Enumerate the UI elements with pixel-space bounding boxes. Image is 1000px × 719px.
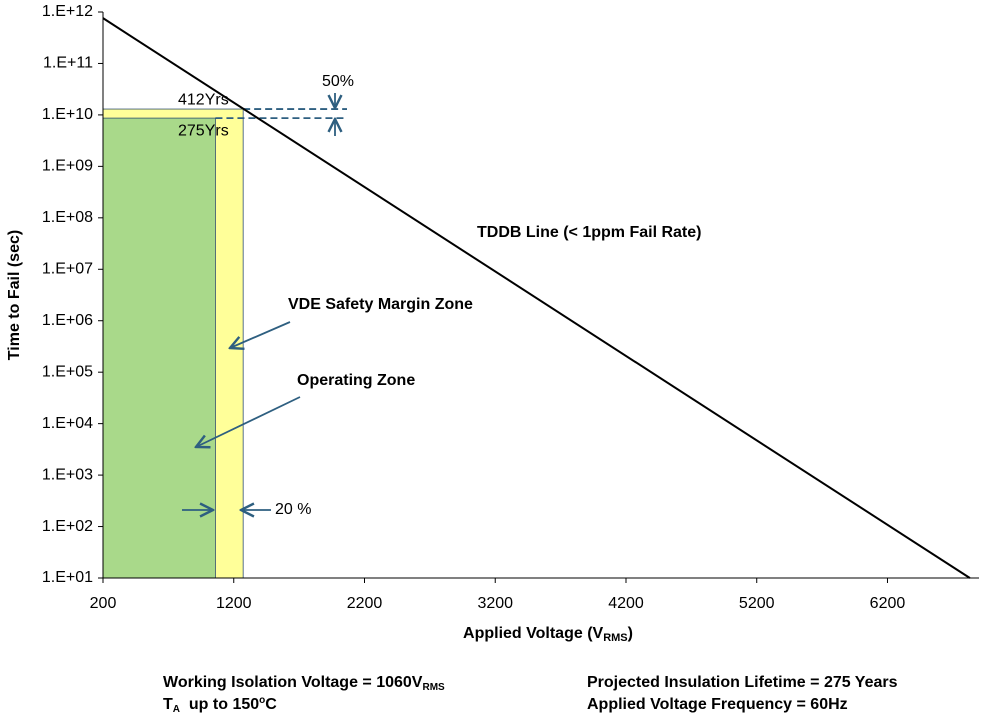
y-tick-label: 1.E+04 <box>42 415 93 432</box>
y-tick-label: 1.E+03 <box>42 466 93 483</box>
x-tick-label: 1200 <box>216 595 252 612</box>
y-tick-label: 1.E+11 <box>43 55 93 72</box>
arrow <box>230 321 291 348</box>
footer-text: Working Isolation Voltage = 1060V <box>163 674 423 691</box>
footer-sub: A <box>173 704 180 715</box>
y-tick-label: 1.E+02 <box>42 518 93 535</box>
x-tick-label: 6200 <box>870 595 906 612</box>
footer-right-2: Applied Voltage Frequency = 60Hz <box>587 696 848 713</box>
y-tick-label: 1.E+09 <box>42 158 93 175</box>
y-tick-label: 1.E+07 <box>42 260 93 277</box>
footer-sup: o <box>259 695 265 706</box>
footer-left-1: Working Isolation Voltage = 1060VRMS <box>163 674 445 692</box>
x-axis-title-text: Applied Voltage (V <box>463 625 603 642</box>
footer-sub: RMS <box>422 682 445 693</box>
x-tick-label: 5200 <box>739 595 775 612</box>
x-tick-label: 3200 <box>477 595 513 612</box>
series-label: TDDB Line (< 1ppm Fail Rate) <box>477 224 701 241</box>
zone-label: VDE Safety Margin Zone <box>288 296 473 313</box>
tddb-line <box>102 17 971 579</box>
zone-top-label: 412Yrs <box>178 91 229 108</box>
x-tick-label: 2200 <box>347 595 383 612</box>
footer-text: C <box>265 696 277 713</box>
y-tick-label: 1.E+12 <box>42 3 93 20</box>
x-tick-label: 4200 <box>608 595 644 612</box>
zone-top-label: 275Yrs <box>178 122 229 139</box>
zone-label: Operating Zone <box>297 372 415 389</box>
footer-text: up to 150 <box>180 696 259 713</box>
y-tick-label: 1.E+08 <box>42 209 93 226</box>
y-tick-label: 1.E+01 <box>42 569 93 586</box>
y-tick-label: 1.E+10 <box>42 106 93 123</box>
y-axis-title: Time to Fail (sec) <box>6 230 23 360</box>
annotation-arrows <box>182 93 335 510</box>
zone <box>102 117 216 579</box>
y-tick-label: 1.E+05 <box>42 363 93 380</box>
footer-right-1: Projected Insulation Lifetime = 275 Year… <box>587 674 898 691</box>
x-axis-title-end: ) <box>628 625 633 642</box>
arrow <box>196 396 301 447</box>
x-tick-label: 200 <box>90 595 117 612</box>
x-axis-title-sub: RMS <box>603 632 627 644</box>
annotation: 50% <box>322 73 354 90</box>
y-tick-label: 1.E+06 <box>42 312 93 329</box>
footer-left-2: TA up to 150oC <box>163 695 277 715</box>
annotation: 20 % <box>275 501 311 518</box>
footer-text: T <box>163 696 173 713</box>
x-axis-title: Applied Voltage (VRMS) <box>463 625 633 644</box>
